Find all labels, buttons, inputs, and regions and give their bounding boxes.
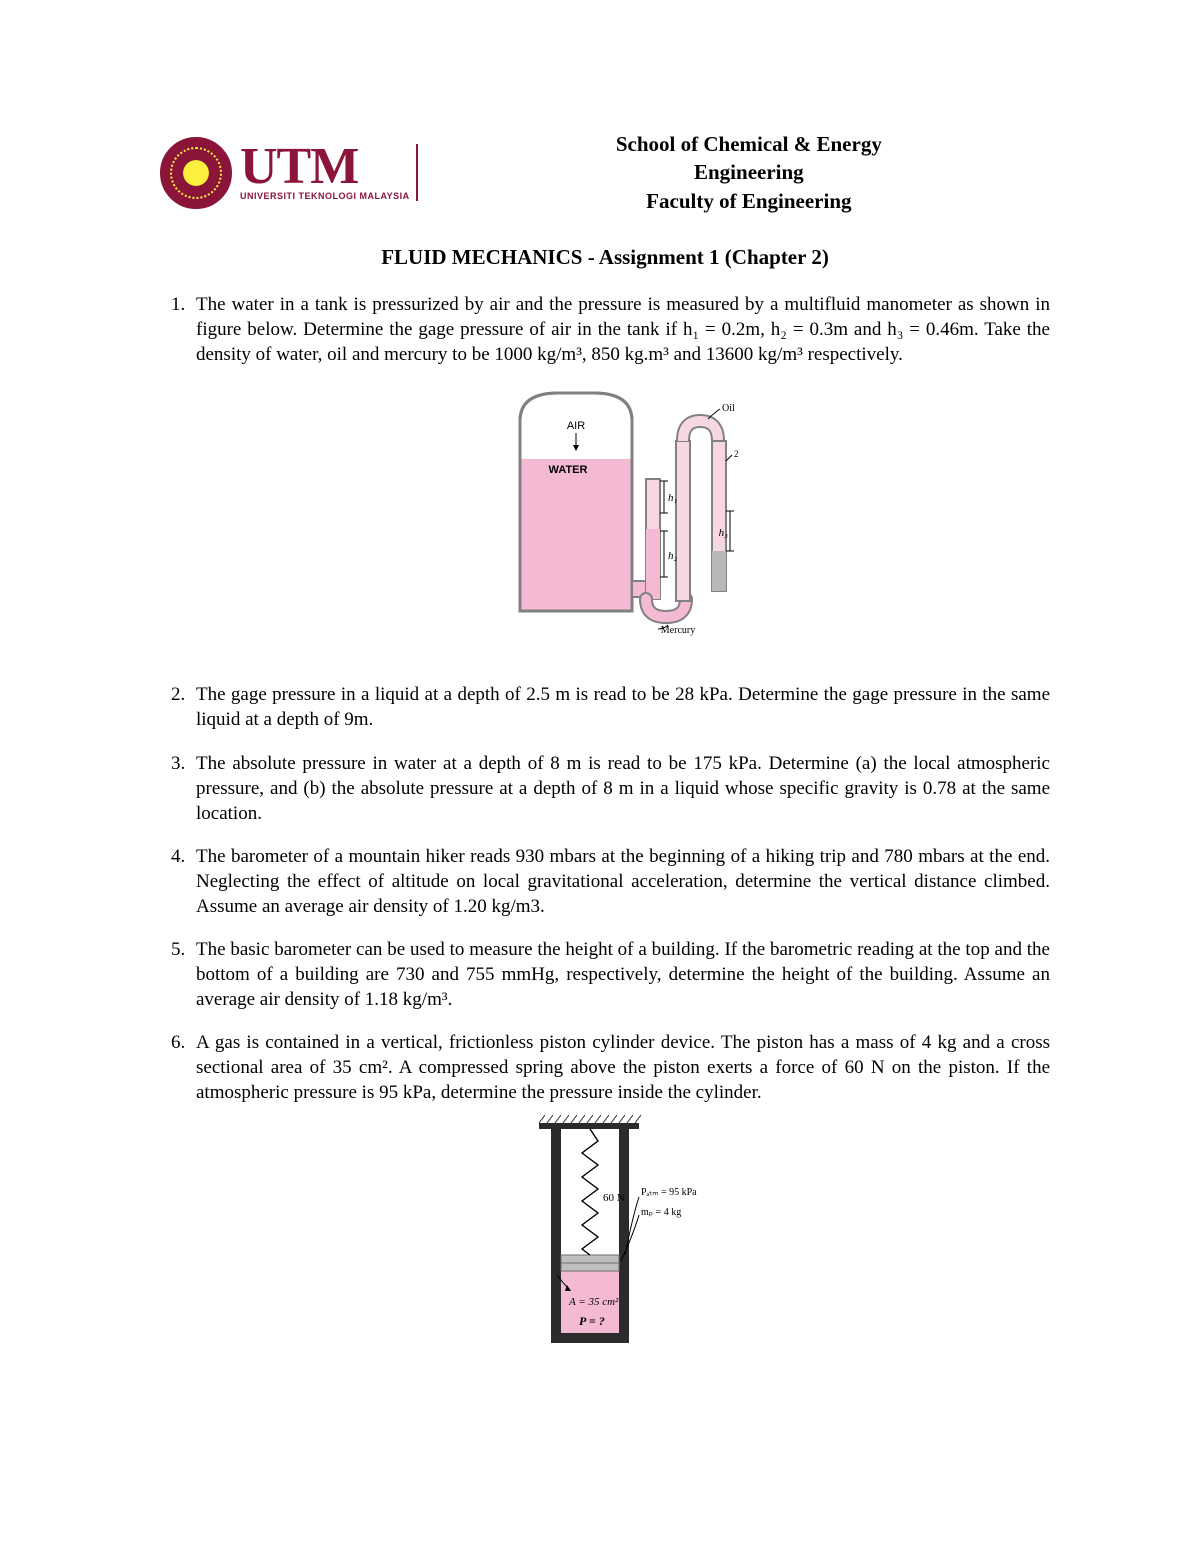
question-text: A gas is contained in a vertical, fricti… xyxy=(196,1032,1050,1103)
svg-text:h₂: h₂ xyxy=(668,550,678,562)
question-text: The absolute pressure in water at a dept… xyxy=(196,753,1050,824)
piston-svg: 60 N Pₐₜₘ = 95 kPa mₚ = 4 kg A = 35 cm² P = … xyxy=(533,1115,713,1345)
question-item: The absolute pressure in water at a dept… xyxy=(190,751,1050,826)
document-page: UTM UNIVERSITI TEKNOLOGI MALAYSIA School… xyxy=(0,0,1200,1467)
svg-text:2: 2 xyxy=(734,449,738,459)
utm-emblem-icon xyxy=(160,137,232,209)
logo-text: UTM xyxy=(240,144,410,191)
figure-2-wrap: 60 N Pₐₜₘ = 95 kPa mₚ = 4 kg A = 35 cm² P = … xyxy=(196,1115,1050,1352)
svg-text:Pₐₜₘ = 95 kPa: Pₐₜₘ = 95 kPa xyxy=(641,1187,697,1198)
svg-text:h₃: h₃ xyxy=(719,527,729,539)
question-text: The basic barometer can be used to measu… xyxy=(196,939,1050,1010)
question-item: A gas is contained in a vertical, fricti… xyxy=(190,1030,1050,1352)
question-text: The water in a tank is pressurized by ai… xyxy=(196,294,1050,365)
question-item: The water in a tank is pressurized by ai… xyxy=(190,292,1050,648)
question-item: The barometer of a mountain hiker reads … xyxy=(190,844,1050,919)
question-text: The barometer of a mountain hiker reads … xyxy=(196,846,1050,917)
question-list: The water in a tank is pressurized by ai… xyxy=(160,292,1050,1352)
svg-text:A = 35 cm²: A = 35 cm² xyxy=(568,1296,619,1308)
svg-text:Oil: Oil xyxy=(722,403,735,414)
manometer-svg: AIRWATEROilMercuryh₁h₂h₃2 xyxy=(508,381,738,641)
school-heading: School of Chemical & Energy Engineering … xyxy=(448,130,1050,215)
question-text: The gage pressure in a liquid at a depth… xyxy=(196,684,1050,730)
svg-text:AIR: AIR xyxy=(567,420,585,432)
school-line: Faculty of Engineering xyxy=(448,187,1050,215)
school-line: School of Chemical & Energy xyxy=(448,130,1050,158)
school-line: Engineering xyxy=(448,158,1050,186)
svg-text:h₁: h₁ xyxy=(668,492,678,504)
svg-text:P = ?: P = ? xyxy=(579,1314,605,1328)
utm-wordmark: UTM UNIVERSITI TEKNOLOGI MALAYSIA xyxy=(240,144,418,201)
question-item: The basic barometer can be used to measu… xyxy=(190,937,1050,1012)
figure-1-wrap: AIRWATEROilMercuryh₁h₂h₃2 xyxy=(196,381,1050,648)
question-item: The gage pressure in a liquid at a depth… xyxy=(190,682,1050,732)
svg-text:WATER: WATER xyxy=(549,464,588,476)
svg-text:mₚ = 4 kg: mₚ = 4 kg xyxy=(641,1207,681,1218)
logo-subtext: UNIVERSITI TEKNOLOGI MALAYSIA xyxy=(240,191,410,201)
header: UTM UNIVERSITI TEKNOLOGI MALAYSIA School… xyxy=(160,130,1050,215)
svg-text:60 N: 60 N xyxy=(603,1192,625,1204)
piston-figure: 60 N Pₐₜₘ = 95 kPa mₚ = 4 kg A = 35 cm² P = … xyxy=(533,1115,713,1352)
document-title: FLUID MECHANICS - Assignment 1 (Chapter … xyxy=(160,245,1050,270)
utm-logo: UTM UNIVERSITI TEKNOLOGI MALAYSIA xyxy=(160,137,418,209)
manometer-figure: AIRWATEROilMercuryh₁h₂h₃2 xyxy=(508,381,738,648)
